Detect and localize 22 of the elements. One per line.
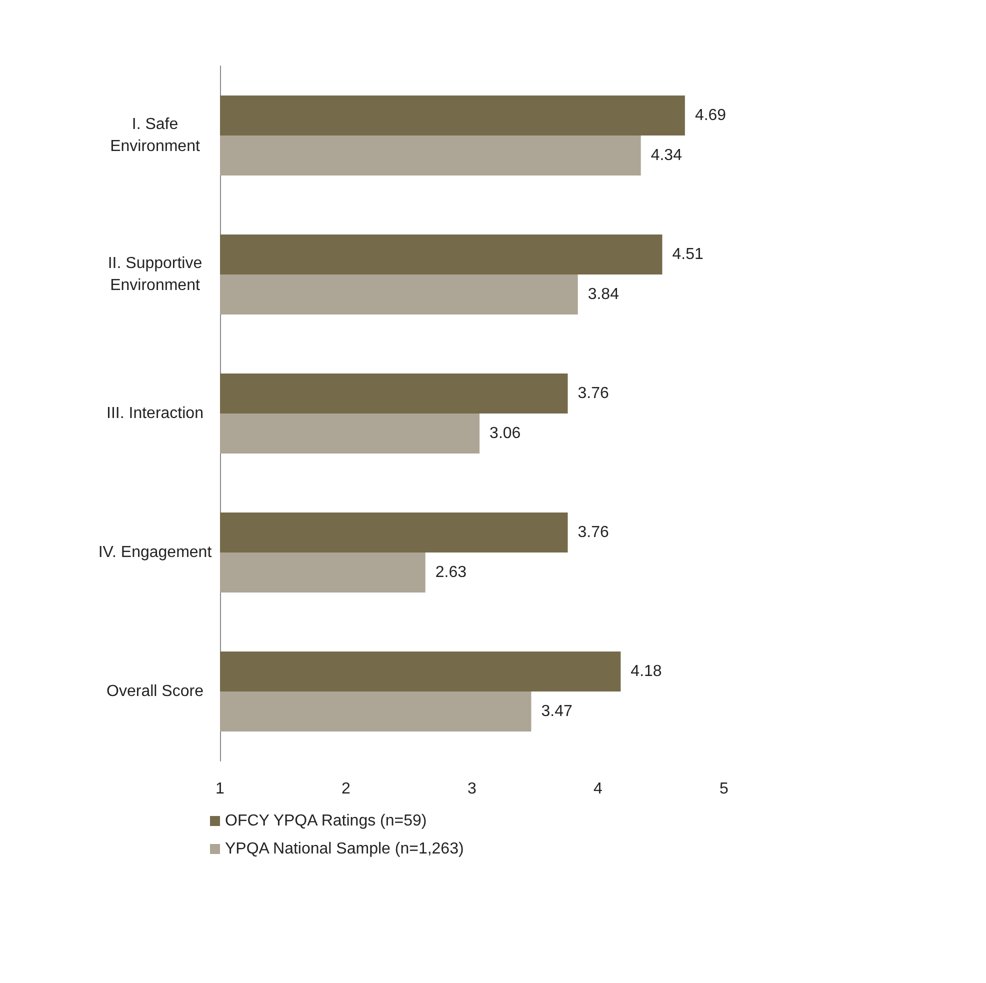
data-label: 3.76 (578, 385, 609, 402)
y-tick-label: III. Interaction (106, 405, 204, 422)
legend-label: YPQA National Sample (n=1,263) (225, 840, 464, 858)
x-tick-label: 2 (342, 780, 351, 798)
x-tick-label: 1 (216, 780, 225, 798)
legend-label: OFCY YPQA Ratings (n=59) (225, 812, 427, 830)
data-label: 3.76 (578, 524, 609, 541)
y-tick-label: I. Safe Environment (110, 116, 200, 155)
data-label: 4.18 (630, 663, 662, 680)
x-tick-label: 4 (594, 780, 603, 798)
data-label: 3.84 (588, 286, 620, 303)
data-label: 3.06 (490, 425, 521, 442)
data-label: 4.69 (694, 107, 726, 124)
data-label: 4.51 (672, 246, 704, 263)
data-label: 3.47 (541, 703, 572, 720)
data-label: 4.34 (650, 147, 682, 164)
y-tick-label: IV. Engagement (98, 544, 212, 561)
y-tick-label: Overall Score (106, 683, 204, 700)
data-label: 2.63 (435, 564, 467, 581)
y-tick-label: II. Supportive Environment (108, 255, 202, 294)
x-tick-label: 3 (468, 780, 477, 798)
x-tick-label: 5 (720, 780, 729, 798)
